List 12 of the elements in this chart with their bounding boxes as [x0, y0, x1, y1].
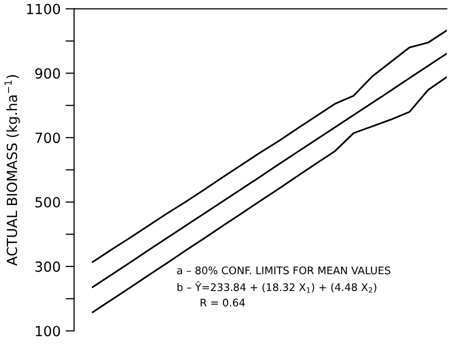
y-tick-label: 100	[36, 326, 60, 336]
line-series	[92, 76, 447, 314]
annotation: R = 0.64	[200, 298, 245, 307]
y-tick-label: 300	[35, 261, 60, 272]
y-tick-label: 700	[36, 132, 60, 144]
line-series	[92, 30, 447, 263]
annotation: a – 80% CONF. LIMITS FOR MEAN VALUES	[177, 266, 390, 274]
y-tick-label: 1100	[27, 4, 60, 14]
y-tick-label: 900	[35, 68, 60, 79]
annotation: b – Ŷ=233.84 + (18.32 X$_{1}$) + (4.48 X$_{2}$)	[178, 281, 376, 293]
y-tick-label: 500	[35, 197, 60, 208]
y-axis-title: ACTUAL BIOMASS (kg.ha$^{−1}$)	[4, 75, 20, 266]
